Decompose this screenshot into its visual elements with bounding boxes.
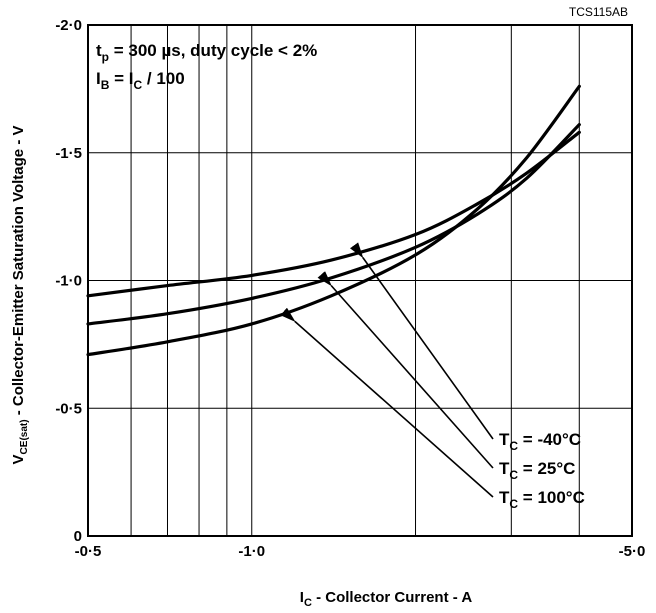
plot-frame (87, 24, 633, 537)
series-line-1 (86, 123, 581, 326)
y-tick-label: -1·5 (55, 145, 82, 162)
series-label: TC = -40°C (499, 430, 581, 453)
y-tick-label: -2·0 (55, 17, 82, 34)
series-curves (86, 84, 581, 357)
condition-line: IB = IC / 100 (96, 69, 185, 92)
annotation-arrows (280, 242, 494, 498)
grid (88, 25, 632, 536)
x-tick-labels: -0·5 -1·0 -5·0 (75, 543, 646, 560)
series-line-2 (86, 84, 581, 357)
x-tick-label: -1·0 (238, 543, 265, 560)
annotation-arrow (280, 307, 494, 498)
series-line-0 (86, 130, 581, 298)
x-tick-label: -0·5 (75, 543, 102, 560)
annotation-arrow (317, 271, 494, 469)
condition-line: tp = 300 µs, duty cycle < 2% (96, 41, 317, 64)
test-conditions: tp = 300 µs, duty cycle < 2% IB = IC / 10… (96, 41, 317, 92)
x-tick-label: -5·0 (619, 543, 646, 560)
y-axis-title: VCE(sat) - Collector-Emitter Saturation … (10, 126, 30, 465)
y-tick-label: 0 (74, 528, 82, 545)
series-label: TC = 25°C (499, 459, 575, 482)
series-label: TC = 100°C (499, 488, 585, 511)
y-tick-label: -1·0 (55, 273, 82, 290)
figure-code: TCS115AB (569, 5, 628, 19)
series-labels: TC = -40°C TC = 25°C TC = 100°C (499, 430, 585, 511)
x-axis-title: IC - Collector Current - A (300, 589, 473, 609)
y-tick-labels: 0 -0·5 -1·0 -1·5 -2·0 (55, 17, 82, 545)
annotation-arrow (349, 242, 494, 440)
y-tick-label: -0·5 (55, 400, 82, 417)
